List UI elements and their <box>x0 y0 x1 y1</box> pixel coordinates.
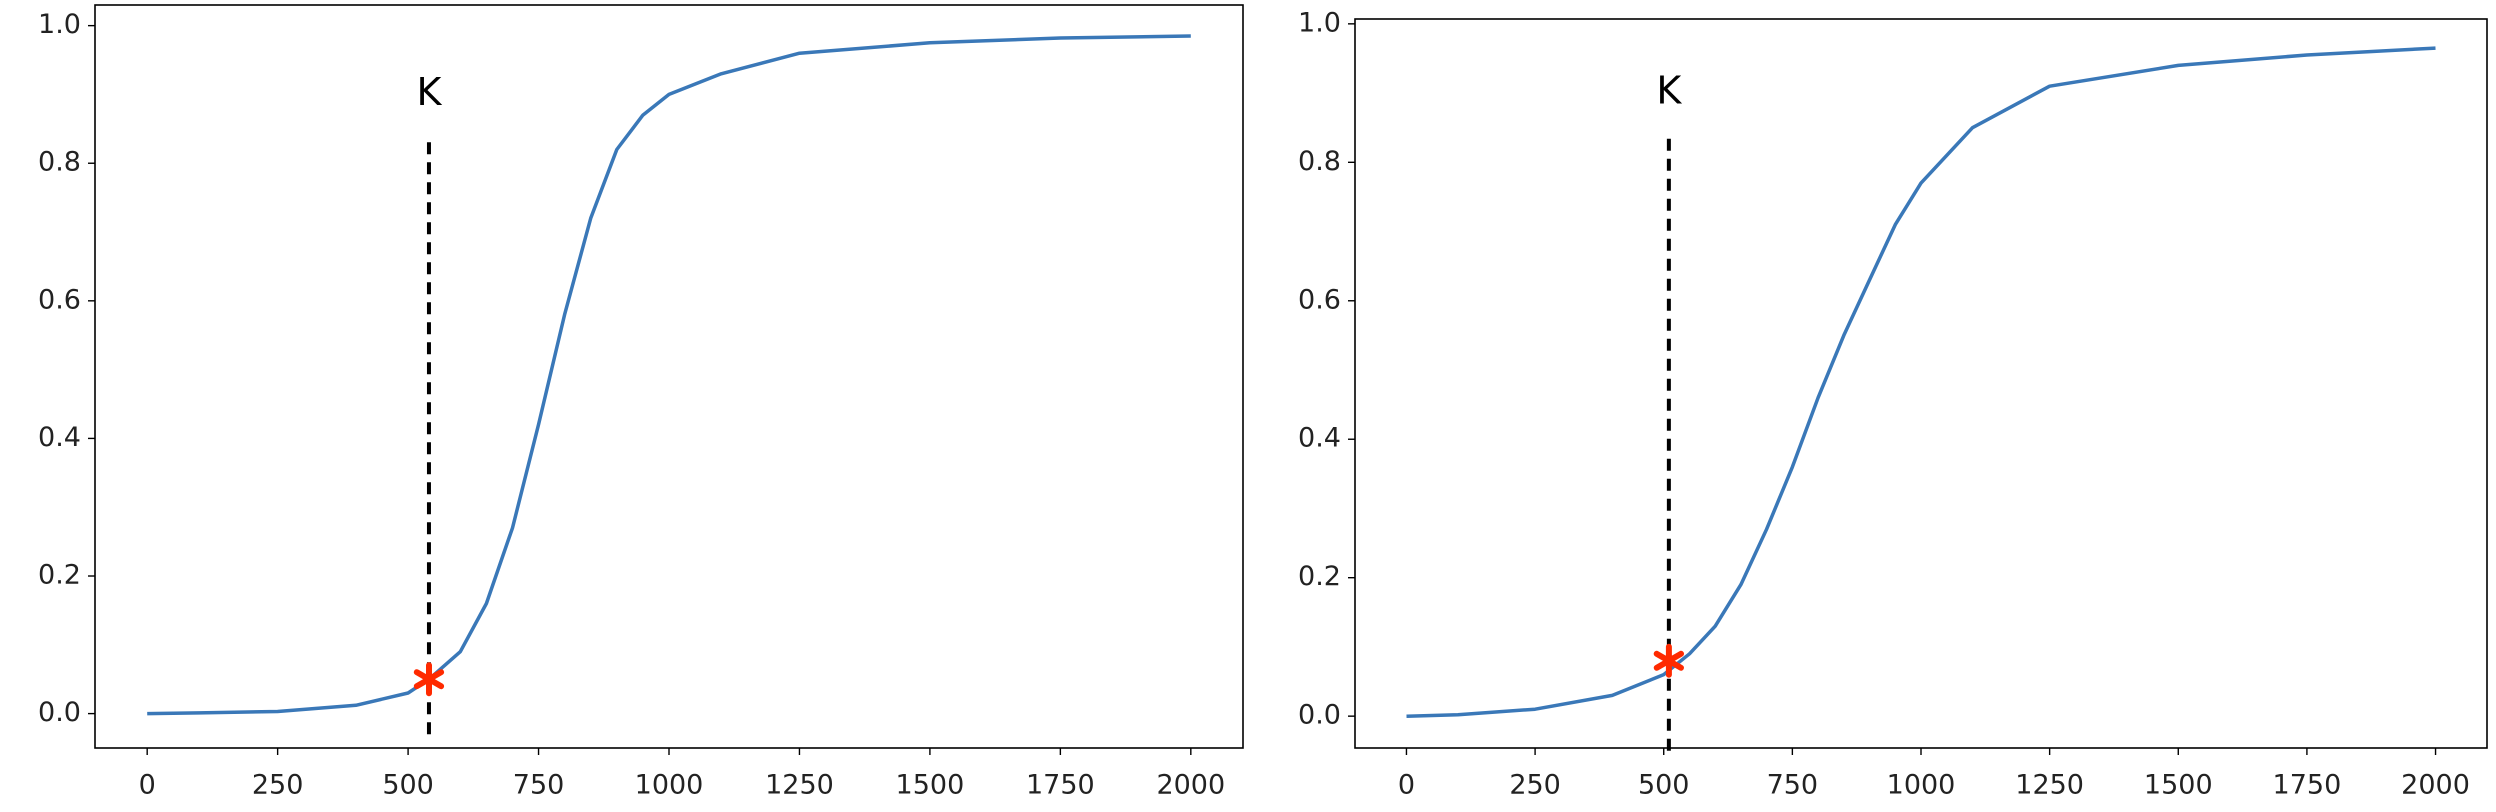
k-marker <box>1653 643 1684 678</box>
axes: 0 250 500 750 1000 1250 1500 1750 2000 0.0 0.2 0.4 0… <box>1298 7 2488 801</box>
x-tick-label: 1500 <box>2144 770 2213 801</box>
y-tick-label: 0.0 <box>38 697 81 728</box>
x-tick-label: 250 <box>1509 770 1561 801</box>
y-tick-label: 0.4 <box>38 422 81 453</box>
x-tick-label: 1000 <box>635 770 704 801</box>
x-tick-label: 1250 <box>2015 770 2084 801</box>
x-tick-label: 2000 <box>2401 770 2470 801</box>
x-tick-label: 0 <box>139 770 156 801</box>
y-tick-label: 0.2 <box>38 560 81 591</box>
data-line <box>147 34 1191 716</box>
y-tick-label: 0.8 <box>38 147 81 178</box>
y-tick-label: 1.0 <box>38 9 81 40</box>
plot-frame <box>94 4 1244 749</box>
x-tick-label: 1250 <box>765 770 834 801</box>
k-label: K <box>417 70 443 114</box>
x-tick-label: 1500 <box>896 770 965 801</box>
axes: 0 250 500 750 1000 1250 1500 1750 2000 0.0 0.2 0.4 0… <box>38 4 1244 801</box>
k-marker <box>413 662 445 697</box>
k-label: K <box>1656 69 1682 113</box>
y-tick-label: 0.6 <box>38 284 81 315</box>
y-tick-label: 0.8 <box>1298 146 1341 177</box>
y-tick-label: 1.0 <box>1298 7 1341 38</box>
y-tick-label: 0.0 <box>1298 700 1341 731</box>
x-tick-label: 750 <box>1767 770 1819 801</box>
x-tick-label: 0 <box>1398 770 1415 801</box>
x-tick-label: 500 <box>1638 770 1690 801</box>
x-tick-label: 1000 <box>1887 770 1956 801</box>
x-tick-label: 750 <box>513 770 565 801</box>
x-tick-label: 250 <box>252 770 304 801</box>
x-tick-label: 500 <box>382 770 434 801</box>
plot-frame <box>1354 18 2488 749</box>
x-tick-label: 2000 <box>1156 770 1225 801</box>
y-tick-label: 0.6 <box>1298 284 1341 315</box>
y-tick-label: 0.2 <box>1298 561 1341 592</box>
data-line <box>1406 46 2436 718</box>
x-tick-label: 1750 <box>1026 770 1095 801</box>
x-tick-label: 1750 <box>2273 770 2342 801</box>
y-tick-label: 0.4 <box>1298 423 1341 454</box>
